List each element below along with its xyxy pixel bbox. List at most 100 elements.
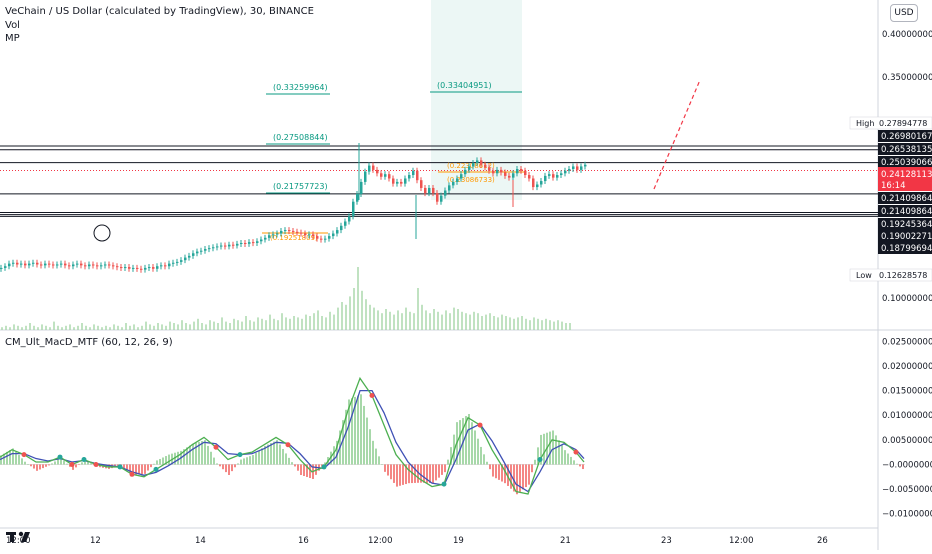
currency-button[interactable]: USD <box>890 4 918 22</box>
volume-bar <box>421 304 423 330</box>
macd-cross-dot <box>537 457 543 463</box>
macd-histogram-bar <box>357 395 359 465</box>
volume-bar <box>305 314 307 330</box>
candle-body <box>256 241 259 243</box>
volume-bar <box>329 311 331 330</box>
macd-axis-tick: 0.02000000 <box>882 362 932 372</box>
macd-histogram-bar <box>324 462 326 465</box>
volume-bar <box>557 320 559 330</box>
macd-cross-dot <box>21 452 27 458</box>
macd-histogram-bar <box>498 464 500 480</box>
macd-histogram-bar <box>147 464 149 471</box>
macd-histogram-bar <box>90 463 92 465</box>
volume-bar <box>157 323 159 330</box>
candle-body <box>168 263 171 267</box>
candle-body <box>52 264 55 266</box>
candle-body <box>548 174 551 176</box>
volume-bar <box>465 313 467 330</box>
candle-body <box>496 169 499 174</box>
volume-bar <box>233 318 235 330</box>
macd-cross-dot <box>93 461 99 467</box>
macd-histogram-bar <box>3 453 5 465</box>
candle-body <box>260 239 263 242</box>
indicator-vol-label[interactable]: Vol <box>5 20 20 31</box>
current-price-box <box>878 167 932 191</box>
macd-histogram-bar <box>549 431 551 465</box>
price-label-value: 0.19002271 <box>881 232 932 242</box>
volume-bar <box>469 314 471 330</box>
time-axis-tick: 12:00 <box>729 536 754 546</box>
macd-histogram-bar <box>24 461 26 465</box>
macd-histogram-bar <box>420 464 422 483</box>
macd-histogram-bar <box>402 464 404 485</box>
volume-bar <box>385 309 387 330</box>
macd-histogram-bar <box>504 464 506 484</box>
macd-histogram-bar <box>123 464 125 468</box>
macd-histogram-bar <box>348 399 350 465</box>
volume-bar <box>77 325 79 330</box>
macd-axis-tick: 0.00500000 <box>882 436 932 446</box>
macd-histogram-bar <box>561 445 563 465</box>
volume-bar <box>25 325 27 330</box>
candle-body <box>544 175 547 182</box>
candle-body <box>336 230 339 234</box>
macd-histogram-bar <box>81 462 83 465</box>
macd-histogram-bar <box>540 434 542 465</box>
volume-bar <box>217 323 219 330</box>
indicator-mp-label[interactable]: MP <box>5 33 20 44</box>
candle-body <box>572 166 575 170</box>
candle-body <box>184 257 187 261</box>
volume-bar <box>537 318 539 330</box>
volume-bar <box>489 313 491 330</box>
candle-body <box>140 268 143 270</box>
candle-body <box>56 264 59 266</box>
macd-histogram-bar <box>270 443 272 465</box>
candle-body <box>200 250 203 252</box>
macd-histogram-bar <box>33 464 35 469</box>
candle-body <box>528 175 531 179</box>
projection-line <box>653 79 701 190</box>
macd-histogram-bar <box>48 464 50 466</box>
macd-histogram-bar <box>216 463 218 465</box>
macd-axis-tick: 0.02500000 <box>882 337 932 347</box>
macd-histogram-bar <box>138 464 140 475</box>
macd-histogram-bar <box>360 394 362 465</box>
candle-body <box>136 267 139 269</box>
macd-histogram-bar <box>240 459 242 465</box>
volume-bar <box>569 323 571 330</box>
macd-cross-dot <box>57 454 63 460</box>
price-axis-tick: 0.35000000 <box>882 73 932 83</box>
volume-bar <box>89 327 91 330</box>
macd-histogram-bar <box>45 464 47 467</box>
volume-bar <box>153 325 155 330</box>
macd-histogram-bar <box>345 409 347 465</box>
candle-body <box>100 265 103 267</box>
candle-body <box>124 267 127 269</box>
macd-histogram-bar <box>450 447 452 465</box>
macd-histogram-bar <box>444 464 446 473</box>
volume-bar <box>241 321 243 330</box>
volume-bar <box>57 325 59 330</box>
volume-bar <box>61 327 63 330</box>
volume-bar <box>457 309 459 330</box>
candle-body <box>564 170 567 174</box>
volume-bar <box>285 317 287 330</box>
macd-histogram-bar <box>255 452 257 465</box>
candle-body <box>516 169 519 174</box>
candle-body <box>424 187 427 194</box>
volume-bar <box>189 324 191 330</box>
time-axis-tick: 12 <box>90 536 101 546</box>
macd-histogram-bar <box>141 464 143 475</box>
macd-histogram-bar <box>54 461 56 465</box>
macd-histogram-bar <box>363 405 365 465</box>
volume-bar <box>113 324 115 330</box>
volume-bar <box>541 320 543 330</box>
macd-histogram-bar <box>249 456 251 465</box>
candle-body <box>44 263 47 266</box>
candle-body <box>520 169 523 171</box>
macd-panel-title[interactable]: CM_Ult_MacD_MTF (60, 12, 26, 9) <box>5 337 173 348</box>
macd-histogram-bar <box>261 448 263 465</box>
